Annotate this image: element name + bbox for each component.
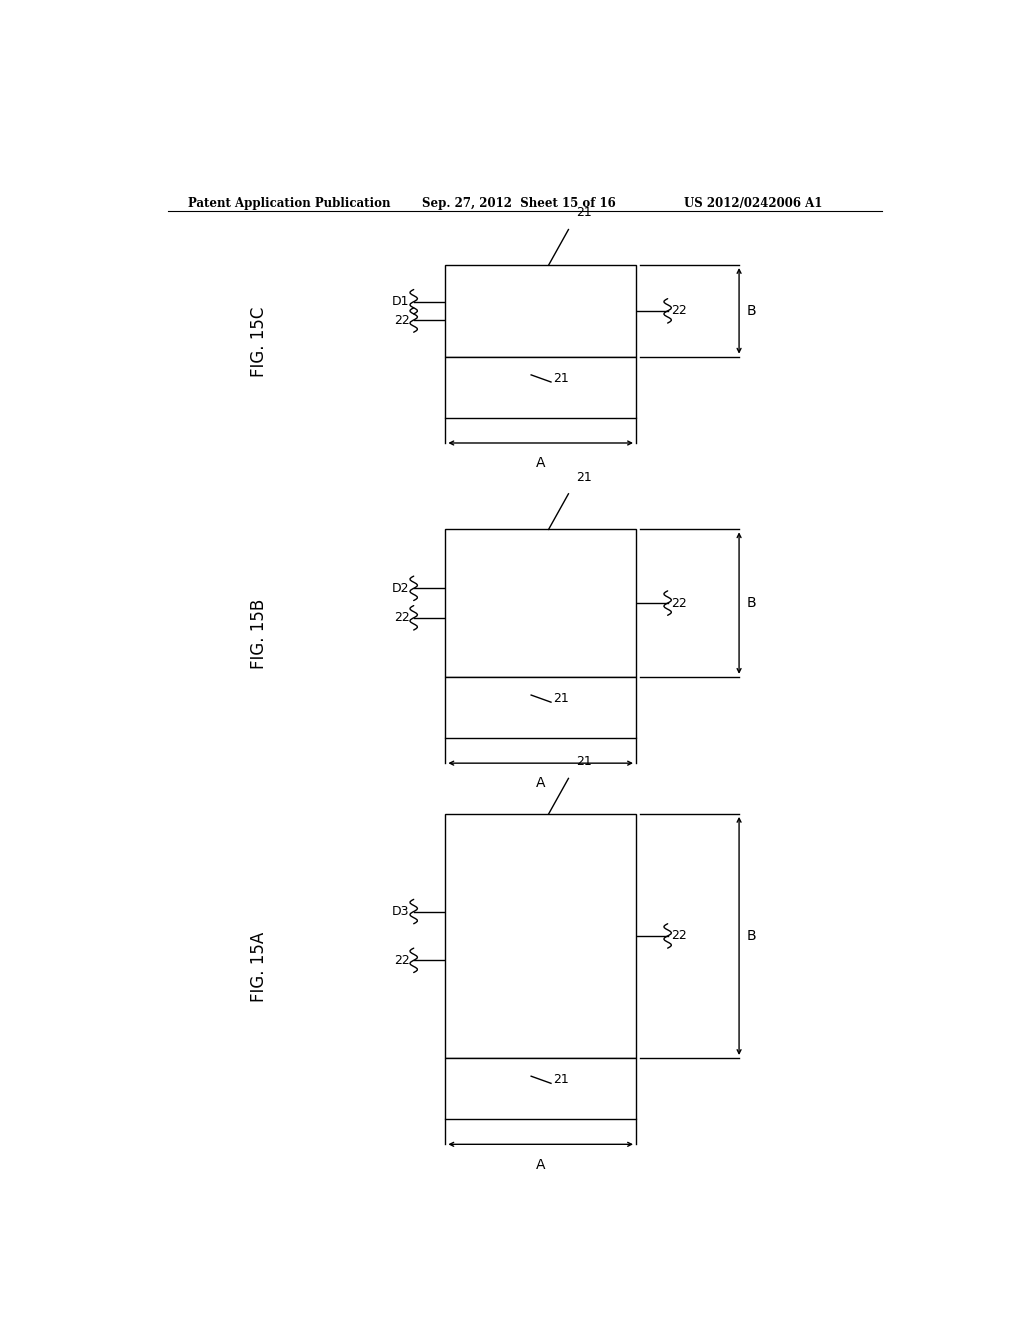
- Text: A: A: [536, 776, 546, 791]
- Text: D1: D1: [392, 296, 410, 308]
- Text: 22: 22: [672, 929, 687, 942]
- Text: B: B: [748, 929, 757, 942]
- Text: D3: D3: [392, 906, 410, 917]
- Text: FIG. 15B: FIG. 15B: [250, 598, 268, 669]
- Text: 21: 21: [553, 692, 569, 705]
- Text: 21: 21: [577, 471, 592, 483]
- Text: 21: 21: [577, 755, 592, 768]
- Text: 21: 21: [553, 372, 569, 385]
- Text: FIG. 15C: FIG. 15C: [250, 306, 268, 376]
- Text: 22: 22: [672, 305, 687, 317]
- Bar: [445, 814, 636, 1057]
- Text: 22: 22: [394, 314, 410, 326]
- Bar: [445, 1057, 636, 1119]
- Text: FIG. 15A: FIG. 15A: [250, 932, 268, 1002]
- Text: 22: 22: [672, 597, 687, 610]
- Text: 21: 21: [553, 1073, 569, 1086]
- Text: D2: D2: [392, 582, 410, 595]
- Text: A: A: [536, 1158, 546, 1172]
- Bar: [445, 265, 636, 356]
- Text: US 2012/0242006 A1: US 2012/0242006 A1: [684, 197, 822, 210]
- Bar: [445, 356, 636, 417]
- Text: A: A: [536, 457, 546, 470]
- Text: Sep. 27, 2012  Sheet 15 of 16: Sep. 27, 2012 Sheet 15 of 16: [422, 197, 615, 210]
- Bar: [445, 677, 636, 738]
- Text: Patent Application Publication: Patent Application Publication: [187, 197, 390, 210]
- Text: 22: 22: [394, 954, 410, 966]
- Bar: [445, 529, 636, 677]
- Text: B: B: [748, 597, 757, 610]
- Text: 21: 21: [577, 206, 592, 219]
- Text: B: B: [748, 304, 757, 318]
- Text: 22: 22: [394, 611, 410, 624]
